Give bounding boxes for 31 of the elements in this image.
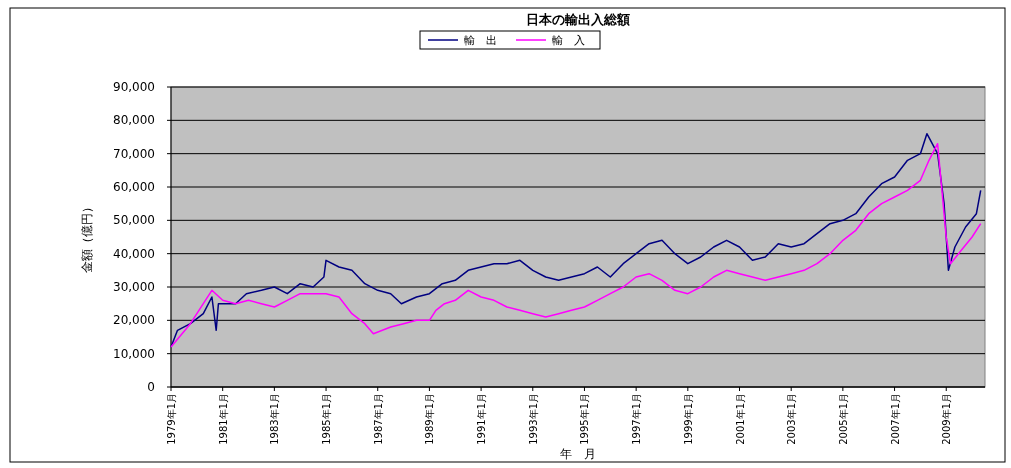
x-tick-label: 1989年1月 [424,393,436,445]
x-tick-label: 2005年1月 [837,393,849,445]
x-tick-label: 1987年1月 [372,393,384,445]
x-tick-label: 1993年1月 [527,393,539,445]
y-tick-label: 50,000 [113,213,155,228]
x-tick-label: 2009年1月 [941,393,953,445]
x-tick-label: 1995年1月 [579,393,591,445]
y-tick-label: 30,000 [113,280,155,294]
y-axis-title: 金額（億円） [80,201,94,273]
chart-title: 日本の輸出入総額 [526,12,630,27]
x-tick-label: 1985年1月 [321,393,333,445]
x-axis-title: 年 月 [560,447,596,461]
x-tick-label: 2001年1月 [734,393,746,445]
x-tick-label: 1983年1月 [269,393,281,445]
y-tick-label: 80,000 [113,113,155,128]
legend-label: 輸 出 [464,34,497,47]
x-tick-label: 2007年1月 [889,393,901,445]
y-tick-label: 0 [147,380,155,394]
x-tick-label: 1981年1月 [217,393,229,445]
y-tick-label: 90,000 [113,80,155,94]
x-tick-label: 1999年1月 [682,393,694,445]
x-tick-label: 1997年1月 [631,393,643,445]
x-tick-label: 1979年1月 [166,393,177,445]
x-tick-label: 1991年1月 [476,393,488,445]
y-tick-label: 60,000 [113,180,155,194]
y-tick-label: 70,000 [113,146,155,161]
y-tick-label: 20,000 [113,313,155,328]
x-tick-label: 2003年1月 [786,393,798,445]
y-tick-label: 40,000 [113,246,155,261]
legend-label: 輸 入 [552,34,585,47]
y-tick-label: 10,000 [113,346,155,361]
